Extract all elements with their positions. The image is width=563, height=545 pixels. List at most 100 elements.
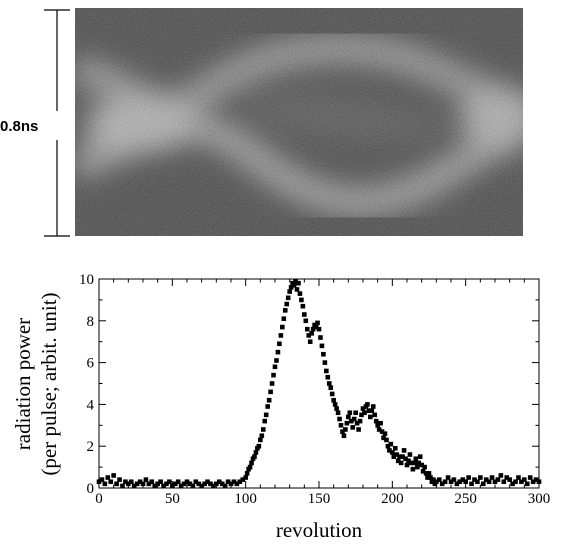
data-point xyxy=(105,475,111,480)
data-point xyxy=(483,477,489,482)
y-tick-label: 10 xyxy=(79,272,94,288)
data-point xyxy=(420,468,426,474)
data-point xyxy=(385,443,391,449)
y-tick-label: 6 xyxy=(87,356,95,372)
data-point xyxy=(395,458,401,464)
data-point xyxy=(357,418,363,424)
data-point xyxy=(425,475,430,480)
data-point xyxy=(379,429,385,434)
data-point xyxy=(102,481,108,487)
data-point xyxy=(422,464,427,470)
data-point xyxy=(316,326,322,332)
data-point xyxy=(337,416,342,422)
data-point xyxy=(137,479,143,485)
y-tick-label: 8 xyxy=(87,314,95,330)
data-point xyxy=(397,454,402,459)
data-point xyxy=(288,285,294,290)
data-point xyxy=(285,295,291,301)
data-point xyxy=(401,448,407,453)
data-point xyxy=(328,385,334,390)
data-point xyxy=(306,333,312,338)
data-point xyxy=(111,473,116,478)
data-point xyxy=(382,431,388,436)
data-point xyxy=(222,483,228,489)
data-point xyxy=(340,429,345,434)
data-point xyxy=(277,341,282,347)
data-point xyxy=(161,483,166,489)
data-point xyxy=(436,477,442,482)
data-point xyxy=(281,316,287,322)
data-point xyxy=(388,441,394,447)
data-point xyxy=(256,443,262,449)
data-point xyxy=(310,326,316,332)
data-point xyxy=(249,460,254,466)
data-point xyxy=(519,479,524,485)
data-point xyxy=(343,427,348,432)
data-point xyxy=(296,280,301,286)
data-point xyxy=(117,477,122,482)
data-point xyxy=(114,481,119,487)
data-point xyxy=(335,410,341,416)
data-point xyxy=(199,483,204,489)
data-point xyxy=(387,448,392,453)
data-point xyxy=(407,452,413,457)
data-point xyxy=(265,404,270,409)
data-point xyxy=(338,423,344,428)
x-tick-label: 250 xyxy=(454,491,477,507)
data-point xyxy=(341,433,347,439)
data-point xyxy=(486,479,492,485)
data-point xyxy=(167,479,172,485)
data-point xyxy=(240,477,246,482)
data-point xyxy=(175,479,181,485)
data-point xyxy=(131,483,137,489)
x-tick-label: 0 xyxy=(95,491,103,507)
plot-frame xyxy=(98,278,540,489)
data-point xyxy=(530,479,536,485)
data-point xyxy=(454,481,460,487)
data-point xyxy=(318,335,323,340)
data-point xyxy=(445,475,451,480)
data-point xyxy=(390,450,395,455)
data-point xyxy=(451,477,457,482)
data-point xyxy=(413,456,419,462)
data-point xyxy=(460,477,466,482)
data-point xyxy=(426,471,432,476)
data-point xyxy=(172,481,178,487)
data-point xyxy=(120,483,125,489)
y-tick-label: 4 xyxy=(87,397,95,413)
data-point xyxy=(362,410,367,416)
data-point xyxy=(315,320,320,326)
plot-area: 0 50 100 150 200 250 300 0 2 4 6 8 10 xyxy=(79,272,550,507)
data-point xyxy=(365,402,370,407)
data-point xyxy=(243,475,248,480)
data-point xyxy=(501,479,507,485)
data-point xyxy=(527,475,533,480)
data-point xyxy=(353,410,358,416)
data-point xyxy=(231,479,237,485)
data-point xyxy=(253,450,259,455)
data-point xyxy=(373,418,379,424)
data-point xyxy=(313,324,319,330)
data-point xyxy=(287,289,292,294)
data-point xyxy=(202,481,207,487)
data-point xyxy=(278,333,284,338)
data-point xyxy=(370,404,376,409)
streak-image xyxy=(75,8,523,236)
data-point xyxy=(299,297,304,303)
data-point xyxy=(190,483,196,489)
data-point xyxy=(216,479,222,485)
data-point xyxy=(334,406,339,411)
data-point xyxy=(252,454,257,459)
data-point xyxy=(260,427,266,432)
data-points xyxy=(96,278,542,489)
data-point xyxy=(205,479,210,485)
data-point xyxy=(329,391,335,397)
data-point xyxy=(400,454,405,459)
data-point xyxy=(409,460,414,466)
data-point xyxy=(417,454,423,459)
data-point xyxy=(297,291,303,296)
data-point xyxy=(324,368,329,374)
data-point xyxy=(268,389,273,395)
data-point xyxy=(368,414,373,420)
data-point xyxy=(275,349,281,355)
